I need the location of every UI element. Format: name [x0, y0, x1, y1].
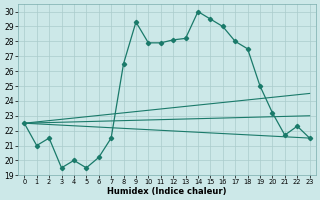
X-axis label: Humidex (Indice chaleur): Humidex (Indice chaleur) — [107, 187, 227, 196]
